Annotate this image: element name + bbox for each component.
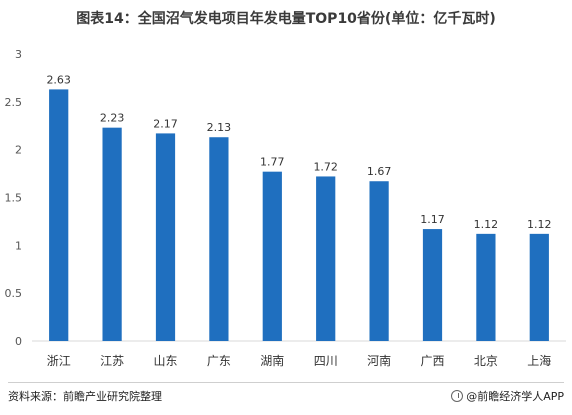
bar-9: [476, 233, 496, 341]
data-label: 2.17: [153, 117, 178, 130]
bar-4: [209, 137, 229, 341]
bar-6: [316, 176, 336, 341]
x-tick-label: 山东: [153, 354, 177, 368]
y-tick-label: 1: [15, 239, 22, 252]
bar-2: [102, 127, 122, 341]
data-label: 1.77: [260, 156, 285, 169]
data-label: 1.67: [367, 165, 392, 178]
x-tick-label: 湖南: [260, 353, 284, 368]
x-tick-label: 北京: [474, 354, 498, 368]
bar-7: [369, 181, 389, 341]
x-tick-label: 广西: [420, 354, 444, 368]
bar-5: [262, 171, 282, 341]
y-tick-label: 0.5: [5, 287, 23, 300]
data-label: 1.12: [474, 218, 499, 231]
brand-text: @前瞻经济学人APP: [466, 390, 564, 403]
x-tick-label: 四川: [314, 354, 338, 368]
brand-credit: @前瞻经济学人APP: [451, 388, 564, 404]
source-note: 资料来源：前瞻产业研究院整理: [8, 390, 162, 403]
bar-1: [49, 89, 69, 341]
bar-8: [422, 229, 443, 341]
y-tick-label: 3: [15, 48, 22, 61]
x-tick-label: 浙江: [47, 354, 71, 368]
data-label: 2.13: [207, 121, 232, 134]
y-tick-label: 1.5: [5, 192, 23, 205]
footer-divider: [8, 382, 564, 383]
data-label: 1.12: [527, 218, 552, 231]
x-tick-label: 上海: [527, 353, 551, 368]
bar-10: [529, 233, 549, 341]
bar-3: [155, 133, 176, 341]
data-label: 2.23: [100, 112, 125, 125]
bar-chart: 0 0.5 1 1.5 2 2.5 3 2.63 浙江 2.23 江苏 2.17 山东 2.13 广东 1.7…: [5, 48, 566, 368]
y-tick-label: 2.5: [5, 96, 23, 109]
data-label: 1.17: [420, 213, 445, 226]
chart-title: 图表14：全国沼气发电项目年发电量TOP10省份(单位：亿千瓦时): [76, 11, 496, 27]
x-tick-label: 江苏: [100, 354, 124, 368]
data-label: 2.63: [46, 73, 71, 86]
x-tick-label: 河南: [367, 353, 391, 368]
circle-logo-icon: [451, 390, 464, 402]
y-tick-label: 0: [15, 335, 22, 348]
x-tick-label: 广东: [207, 354, 231, 368]
y-tick-label: 2: [15, 144, 22, 157]
data-label: 1.72: [313, 160, 338, 173]
